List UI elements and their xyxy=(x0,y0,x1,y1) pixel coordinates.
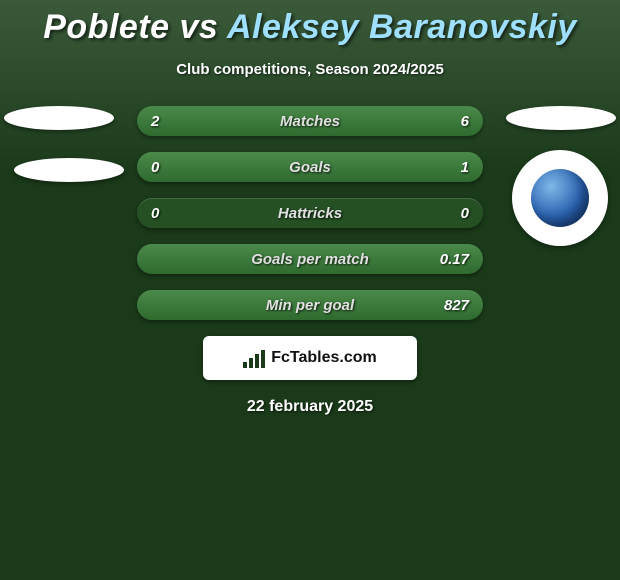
stat-row: 00Hattricks xyxy=(137,198,483,228)
player1-club-placeholder xyxy=(14,158,124,182)
brand-text: FcTables.com xyxy=(271,349,377,367)
comparison-container: 26Matches 01Goals 00Hattricks 0.17Goals per… xyxy=(0,106,620,320)
title-vs: vs xyxy=(180,8,219,46)
stat-row: 0.17Goals per match xyxy=(137,244,483,274)
stat-row: 26Matches xyxy=(137,106,483,136)
stat-label: Min per goal xyxy=(137,290,483,320)
stat-bars: 26Matches 01Goals 00Hattricks 0.17Goals per… xyxy=(137,106,483,320)
stat-label: Hattricks xyxy=(137,198,483,228)
club-badge-ball-icon xyxy=(531,169,589,227)
stat-label: Goals xyxy=(137,152,483,182)
date-text: 22 february 2025 xyxy=(0,398,620,416)
title-player2: Aleksey Baranovskiy xyxy=(227,8,577,46)
page-title: Poblete vs Aleksey Baranovskiy xyxy=(0,0,620,47)
stat-row: 01Goals xyxy=(137,152,483,182)
stat-label: Matches xyxy=(137,106,483,136)
stat-row: 827Min per goal xyxy=(137,290,483,320)
subtitle: Club competitions, Season 2024/2025 xyxy=(0,61,620,78)
player2-avatar-placeholder xyxy=(506,106,616,130)
player1-avatar-placeholder xyxy=(4,106,114,130)
title-player1: Poblete xyxy=(43,8,169,46)
player2-club-badge xyxy=(512,150,608,246)
brand-chart-icon xyxy=(243,348,265,368)
stat-label: Goals per match xyxy=(137,244,483,274)
brand-badge: FcTables.com xyxy=(203,336,417,380)
